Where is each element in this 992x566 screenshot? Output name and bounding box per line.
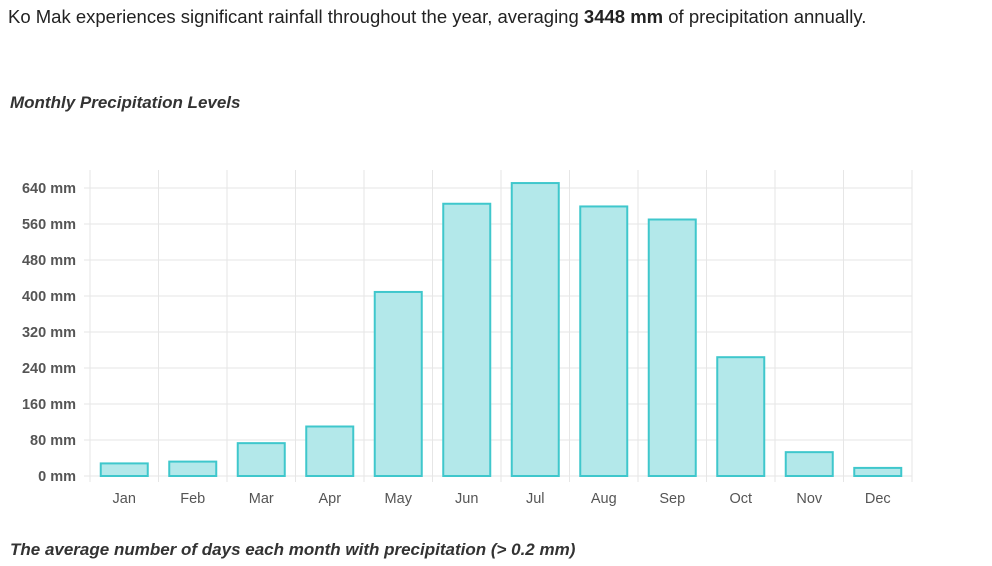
bar-may	[373, 290, 423, 477]
x-tick-label: May	[385, 491, 413, 507]
x-tick-label: Apr	[318, 491, 341, 507]
x-tick-label: Oct	[729, 491, 752, 507]
y-tick-label: 640 mm	[22, 181, 76, 197]
chart-title: Monthly Precipitation Levels	[10, 93, 241, 112]
precipitation-bar-chart: 0 mm 80 mm 160 mm 240 mm 320 mm 400 mm 480 mm 5…	[22, 170, 913, 507]
bar-jan	[99, 462, 149, 477]
x-tick-label: Sep	[659, 491, 685, 507]
bar-jul	[510, 182, 560, 478]
x-tick-label: Nov	[796, 491, 823, 507]
bar-nov	[784, 451, 834, 477]
y-tick-label: 80 mm	[30, 433, 76, 449]
x-tick-label: Jun	[455, 491, 478, 507]
x-tick-label: Jul	[526, 491, 545, 507]
annual-precipitation-value: 3448 mm	[583, 6, 664, 27]
bar-apr	[305, 425, 355, 477]
x-tick-label: Feb	[180, 491, 205, 507]
y-tick-label: 480 mm	[22, 253, 76, 269]
y-tick-label: 160 mm	[22, 397, 76, 413]
bar-oct	[716, 356, 766, 477]
bar-mar	[236, 442, 286, 477]
bar-dec	[853, 466, 903, 477]
y-tick-label: 320 mm	[22, 325, 76, 341]
x-tick-label: Dec	[865, 491, 891, 507]
intro-paragraph: Ko Mak experiences significant rainfall …	[8, 0, 908, 34]
y-tick-label: 240 mm	[22, 361, 76, 377]
intro-text-start: Ko Mak experiences significant rainfall …	[8, 6, 584, 27]
bar-aug	[579, 205, 629, 477]
bar-feb	[168, 460, 218, 478]
y-tick-label: 0 mm	[38, 469, 76, 485]
x-tick-label: Jan	[113, 491, 136, 507]
x-tick-label: Mar	[249, 491, 274, 507]
x-tick-label: Aug	[591, 491, 617, 507]
bar-sep	[647, 218, 697, 477]
next-section-heading: The average number of days each month wi…	[10, 540, 576, 559]
y-tick-label: 560 mm	[22, 217, 76, 233]
intro-text-end: of precipitation annually.	[663, 6, 867, 27]
bar-jun	[442, 202, 492, 477]
y-tick-label: 400 mm	[22, 289, 76, 305]
